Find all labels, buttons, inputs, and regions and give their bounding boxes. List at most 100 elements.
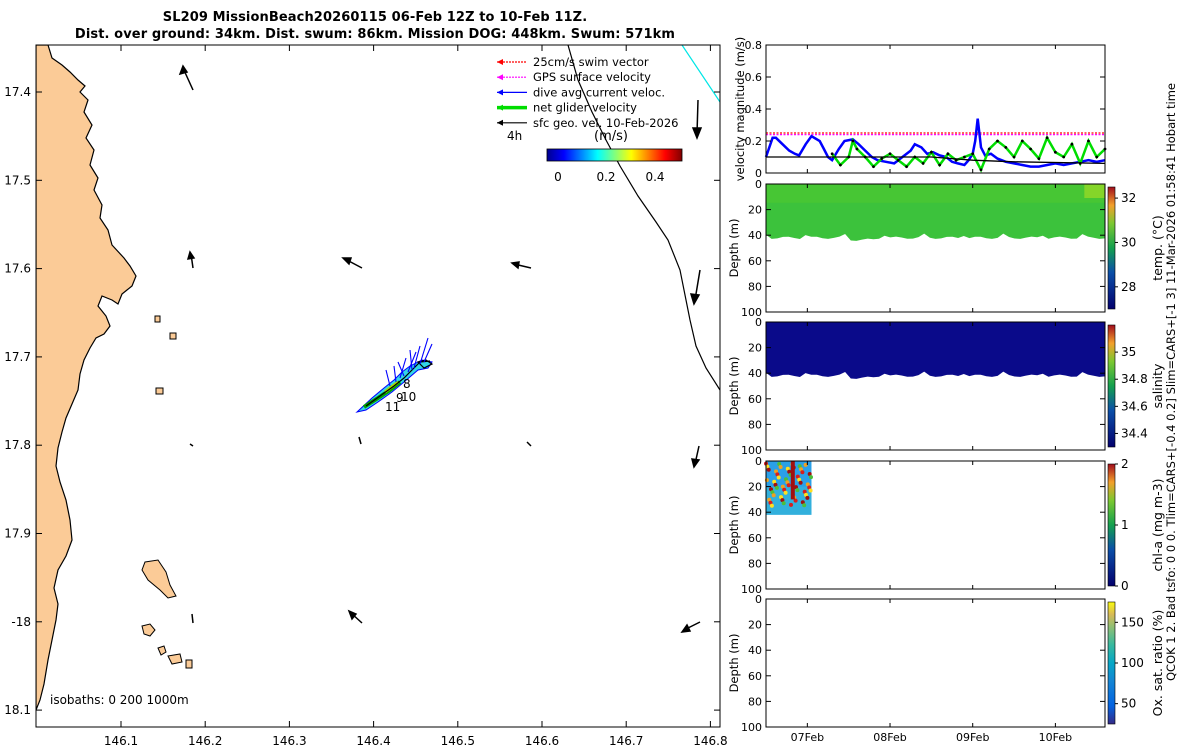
series-point — [938, 163, 942, 167]
chl-sample-point — [803, 462, 808, 467]
ytick-label: 40 — [748, 229, 762, 242]
colorbar-tick-label: 0.2 — [596, 170, 615, 184]
series-point — [830, 152, 834, 156]
legend-label: net glider velocity — [533, 101, 637, 115]
series-point — [1095, 155, 1099, 159]
series-point — [880, 157, 884, 161]
ytick-label: 0 — [755, 455, 762, 468]
ytick-label: 80 — [748, 557, 762, 570]
legend-label: 25cm/s swim vector — [533, 55, 649, 69]
chl-sample-point — [807, 485, 812, 490]
colorbar-tick-label: 34.4 — [1121, 426, 1148, 440]
colorbar-tick-label: 100 — [1121, 656, 1144, 670]
coastline-land — [36, 45, 137, 711]
map-ytick-label: 17.8 — [4, 438, 31, 452]
day-label-11: 11 — [385, 400, 400, 414]
chl-sample-point — [783, 490, 788, 495]
series-point — [1070, 142, 1074, 146]
chl-sample-point — [807, 472, 812, 476]
chl-sample-point — [777, 462, 782, 466]
series-point — [979, 168, 983, 172]
ytick-label: 20 — [748, 619, 762, 632]
ytick-label: 40 — [748, 644, 762, 657]
section-colorbar — [1107, 324, 1116, 448]
chl-sample-point — [794, 485, 798, 490]
ytick-label: 0.2 — [745, 135, 763, 148]
map-xtick-label: 146.3 — [272, 734, 306, 748]
section-colorbar — [1107, 186, 1116, 310]
map-xtick-label: 146.7 — [609, 734, 643, 748]
chl-sample-point — [787, 469, 792, 474]
depth-ylabel: Depth (m) — [727, 496, 741, 555]
chl-sample-point — [809, 475, 813, 480]
series-point — [996, 139, 999, 143]
chl-sample-point — [776, 475, 781, 480]
series-point — [987, 147, 991, 151]
time-tick-label: 10Feb — [1039, 731, 1072, 744]
section-fill — [766, 322, 1105, 379]
velocity-ylabel: velocity magnitude (m/s) — [733, 37, 747, 182]
section-warm-patch — [1084, 184, 1105, 198]
legend-arrowhead — [497, 59, 503, 65]
series-point — [963, 155, 966, 159]
legend-arrowhead — [497, 74, 503, 81]
ytick-label: 40 — [748, 367, 762, 380]
chl-sample-point — [766, 467, 771, 472]
time-tick-label: 08Feb — [873, 731, 906, 744]
ytick-label: 0.6 — [745, 71, 763, 84]
chl-sample-point — [767, 497, 772, 502]
chl-sample-point — [768, 500, 773, 505]
chl-sample-point — [795, 474, 800, 479]
legend-arrowhead — [497, 119, 503, 126]
ytick-label: 0 — [755, 593, 762, 606]
series-point — [905, 165, 908, 169]
chl-sample-point — [781, 501, 786, 506]
colorbar-tick-label: 32 — [1121, 191, 1136, 205]
ytick-label: 60 — [748, 532, 762, 545]
section-fill — [766, 184, 1105, 241]
series-point — [1053, 150, 1057, 154]
chl-sample-point — [800, 500, 805, 505]
series-point — [851, 139, 855, 143]
ytick-label: 0 — [755, 316, 762, 329]
chl-sample-point — [785, 466, 790, 471]
time-tick-label: 09Feb — [956, 731, 989, 744]
ytick-label: 80 — [748, 280, 762, 293]
ytick-label: 20 — [748, 204, 762, 217]
legend-label: GPS surface velocity — [533, 70, 651, 84]
day-label-8: 8 — [403, 377, 411, 391]
series-point — [921, 162, 925, 165]
legend-arrowhead — [497, 104, 503, 111]
series-point — [1020, 139, 1024, 143]
plot-title-line1: SL209 MissionBeach20260115 06-Feb 12Z to… — [162, 10, 588, 25]
map-xtick-label: 146.4 — [356, 734, 390, 748]
series-point — [1045, 136, 1049, 140]
chl-sample-point — [771, 493, 776, 498]
chl-sample-point — [799, 467, 803, 472]
ytick-label: 100 — [741, 444, 762, 457]
ytick-label: 0 — [755, 167, 762, 180]
map-xtick-label: 146.1 — [104, 734, 138, 748]
panel-frame — [765, 321, 1106, 451]
colorbar-label: Ox. sat. ratio (%) — [1150, 610, 1165, 717]
chl-sample-point — [769, 503, 774, 508]
legend-interval: 4h — [507, 129, 522, 143]
surface-velocity-arrows — [178, 64, 703, 633]
track-day-labels: 8 9 10 11 — [385, 377, 416, 414]
panel-frame — [765, 44, 1106, 174]
map-ytick-label: 17.5 — [4, 173, 31, 187]
ytick-label: 100 — [741, 306, 762, 319]
chl-high-column — [790, 461, 795, 500]
map-xtick-label: 146.8 — [693, 734, 727, 748]
series-point — [1087, 139, 1090, 143]
isobaths-note: isobaths: 0 200 1000m — [50, 693, 189, 707]
chl-sample-point — [808, 488, 813, 493]
ytick-label: 0.4 — [745, 103, 763, 116]
chl-sample-point — [800, 470, 805, 475]
series-point — [971, 152, 975, 156]
ytick-label: 60 — [748, 255, 762, 268]
chl-sample-point — [775, 472, 780, 477]
chl-sample-point — [770, 490, 775, 495]
series-point — [888, 152, 892, 156]
